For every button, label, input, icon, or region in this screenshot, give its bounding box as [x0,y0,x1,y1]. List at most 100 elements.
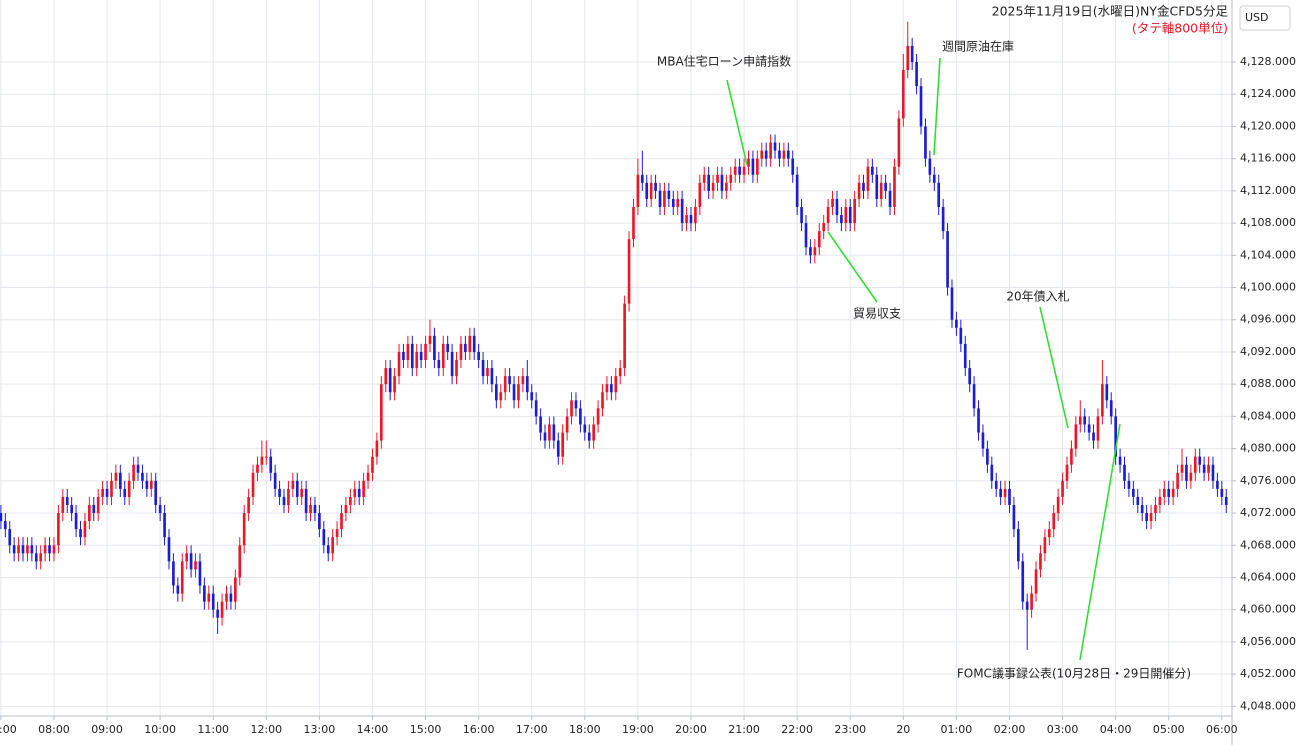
candle-body [335,529,339,538]
candle-body [154,480,158,505]
candle-body [477,351,480,361]
x-tick-label: 21:00 [728,723,760,736]
y-tick-label: 4,052.000 [1240,667,1296,680]
candle-body [322,529,326,546]
candle-body [1105,384,1109,401]
candle-body [83,521,87,538]
candle-body [716,174,719,183]
candle-body [910,45,914,63]
candle-body [211,593,215,610]
candle-body [517,384,520,401]
candle-body [871,166,874,175]
candle-body [667,190,671,199]
candle-body [65,496,69,505]
candle-body [632,206,635,240]
y-tick-label: 4,080.000 [1240,442,1296,455]
candle-body [534,400,538,417]
candle-body [203,585,206,602]
annotation-label: 貿易収支 [853,307,901,321]
x-tick-label: 01:00 [941,723,973,736]
candle-body [309,504,312,514]
candle-body [1145,513,1148,522]
candle-body [932,174,936,183]
candle-body [1109,400,1113,417]
candle-body [654,182,657,191]
candle-body [499,392,503,401]
candle-body [269,456,273,473]
candle-body [968,368,972,385]
candle-body [786,150,790,159]
candle-body [1003,488,1007,497]
candle-body [1061,480,1064,497]
candle-body [21,545,25,554]
candle-body [1198,456,1202,465]
candle-body [649,182,653,199]
annotation-line [827,231,878,303]
y-tick-label: 4,064.000 [1240,570,1296,583]
candle-body [1039,553,1042,570]
y-tick-label: 4,116.000 [1240,152,1296,165]
candle-body [291,480,295,489]
candle-body [570,400,573,417]
candle-body [1025,601,1029,610]
candle-body [822,223,826,232]
candle-body [1220,488,1224,497]
x-tick-label: 23:00 [834,723,866,736]
candle-body [172,561,175,586]
candle-body [941,206,945,232]
candle-body [764,150,768,159]
candle-body [972,384,976,409]
candle-body [446,343,450,352]
candle-body [1101,384,1104,417]
candle-body [919,86,923,127]
x-tick-label: 18:00 [569,723,601,736]
candle-body [884,182,887,191]
candle-body [556,440,560,457]
candle-body [101,488,104,497]
candle-body [977,408,980,433]
candle-body [875,174,879,199]
candle-body [778,150,781,159]
candle-body [419,351,423,361]
candle-body [344,504,348,514]
candle-body [300,488,304,497]
candle-body [468,335,472,352]
candle-body [848,206,852,224]
x-tick-label: 11:00 [197,723,229,736]
candle-body [751,158,755,175]
annotation-line [1079,423,1121,661]
annotation-label: MBA住宅ローン申請指数 [657,54,791,69]
candle-body [826,206,830,224]
y-tick-label: 4,124.000 [1240,87,1296,100]
candle-body [229,593,233,602]
candle-body [123,488,127,497]
candle-body [1224,496,1228,505]
candle-body [1180,464,1184,473]
candle-body [163,513,166,538]
candle-body [831,198,834,207]
candle-body [114,472,118,481]
candle-body [1140,504,1144,514]
candle-body [464,343,467,352]
candle-body [282,496,286,505]
candle-body [552,424,556,441]
candle-body [1074,424,1078,449]
candle-body [994,480,998,489]
chart-title: 2025年11月19日(水曜日)NY金CFD5分足 [992,4,1229,19]
candle-body [986,448,989,465]
candle-body [813,247,817,256]
candle-body [1185,464,1188,481]
candle-body [959,327,963,344]
candle-body [1176,472,1179,489]
candle-body [508,376,511,385]
candle-body [955,319,958,328]
candle-body [1202,464,1206,473]
candle-body [1056,496,1060,514]
candle-body [220,601,224,618]
candle-body [331,537,334,554]
candle-body [118,472,122,489]
candle-body [893,166,896,207]
candle-body [817,231,821,248]
candle-body [149,480,153,489]
candle-body [441,343,445,369]
